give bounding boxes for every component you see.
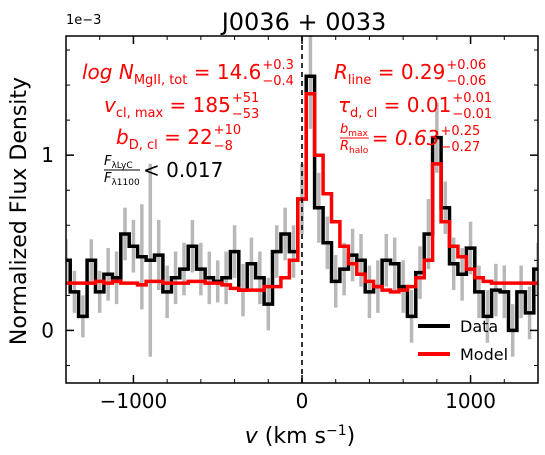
annotation-Rline: Rline = 0.29	[334, 60, 445, 88]
series-model-line	[66, 92, 538, 294]
annotation-lyc-denominator: Fλ1100	[104, 171, 140, 188]
annotation-bratio-numerator: bmax	[340, 122, 369, 139]
legend-label: Model	[460, 345, 508, 364]
y-axis-label: Normalized Flux Density	[7, 77, 32, 345]
annotation-tau: τd, cl = 0.01	[338, 93, 451, 121]
y-tick-label: 1	[41, 143, 54, 167]
annotation-logN-lower-error: −0.4	[262, 74, 294, 89]
x-tick-label: −1000	[100, 389, 168, 413]
annotation-bratio-value: = 0.63	[372, 126, 440, 150]
y-multiplier: 1e−3	[66, 13, 101, 28]
annotation-logN-upper-error: +0.3	[262, 58, 294, 73]
annotation-bD: bD, cl = 22	[116, 125, 213, 153]
legend-label: Data	[460, 317, 498, 336]
plot-area: −1000 0 1000 0 1	[41, 35, 539, 413]
annotation-logN: log NMgII, tot = 14.6	[82, 60, 261, 88]
x-axis-label: v (km s−1)	[245, 423, 355, 449]
annotation-vcl-upper-error: +51	[232, 91, 259, 106]
annotation-bratio-denominator: Rhalo	[340, 139, 369, 156]
annotation-tau-upper-error: +0.01	[452, 91, 492, 106]
annotation-lyc-numerator: FλLyC	[104, 154, 133, 171]
annotations: log NMgII, tot = 14.6 +0.3−0.4 vcl, max = …	[82, 58, 492, 188]
annotation-vcl: vcl, max = 185	[104, 93, 231, 121]
chart-title: J0036 + 0033	[220, 8, 387, 36]
legend: Data Model	[418, 317, 508, 364]
y-tick-label: 0	[41, 318, 54, 342]
x-tick-label: 1000	[445, 389, 496, 413]
annotation-vcl-lower-error: −53	[232, 107, 259, 122]
x-tick-label: 0	[296, 389, 309, 413]
annotation-Rline-lower-error: −0.06	[446, 74, 486, 89]
annotation-bD-lower-error: −8	[214, 139, 233, 154]
annotation-lyc-value: < 0.017	[143, 158, 223, 182]
annotation-Rline-upper-error: +0.06	[446, 58, 486, 73]
annotation-bratio-upper-error: +0.25	[440, 124, 480, 139]
plot-inner	[66, 36, 538, 383]
annotation-tau-lower-error: −0.01	[452, 107, 492, 122]
annotation-bratio-lower-error: −0.27	[440, 140, 480, 155]
annotation-bD-upper-error: +10	[214, 123, 241, 138]
